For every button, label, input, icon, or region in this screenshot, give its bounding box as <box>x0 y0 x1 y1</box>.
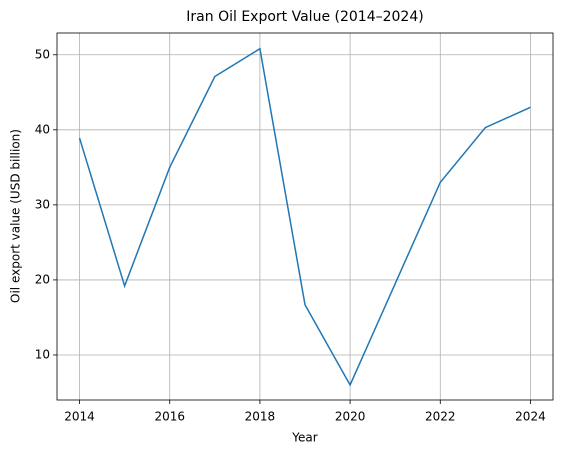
y-tick-label: 30 <box>35 197 50 211</box>
chart-title: Iran Oil Export Value (2014–2024) <box>186 9 423 25</box>
y-axis-label: Oil export value (USD billion) <box>9 129 23 303</box>
x-tick-label: 2022 <box>425 410 456 424</box>
y-tick-label: 10 <box>35 347 50 361</box>
x-tick-label: 2020 <box>335 410 366 424</box>
x-axis-label: Year <box>291 431 317 445</box>
plot-frame <box>56 32 554 401</box>
y-tick-label: 40 <box>35 122 50 136</box>
line-series <box>78 47 531 387</box>
x-tick-label: 2024 <box>515 410 546 424</box>
x-tick-label: 2016 <box>154 410 185 424</box>
y-tick-label: 20 <box>35 272 50 286</box>
x-tick-label: 2018 <box>245 410 276 424</box>
x-tick-label: 2014 <box>64 410 95 424</box>
y-tick-label: 50 <box>35 47 50 61</box>
